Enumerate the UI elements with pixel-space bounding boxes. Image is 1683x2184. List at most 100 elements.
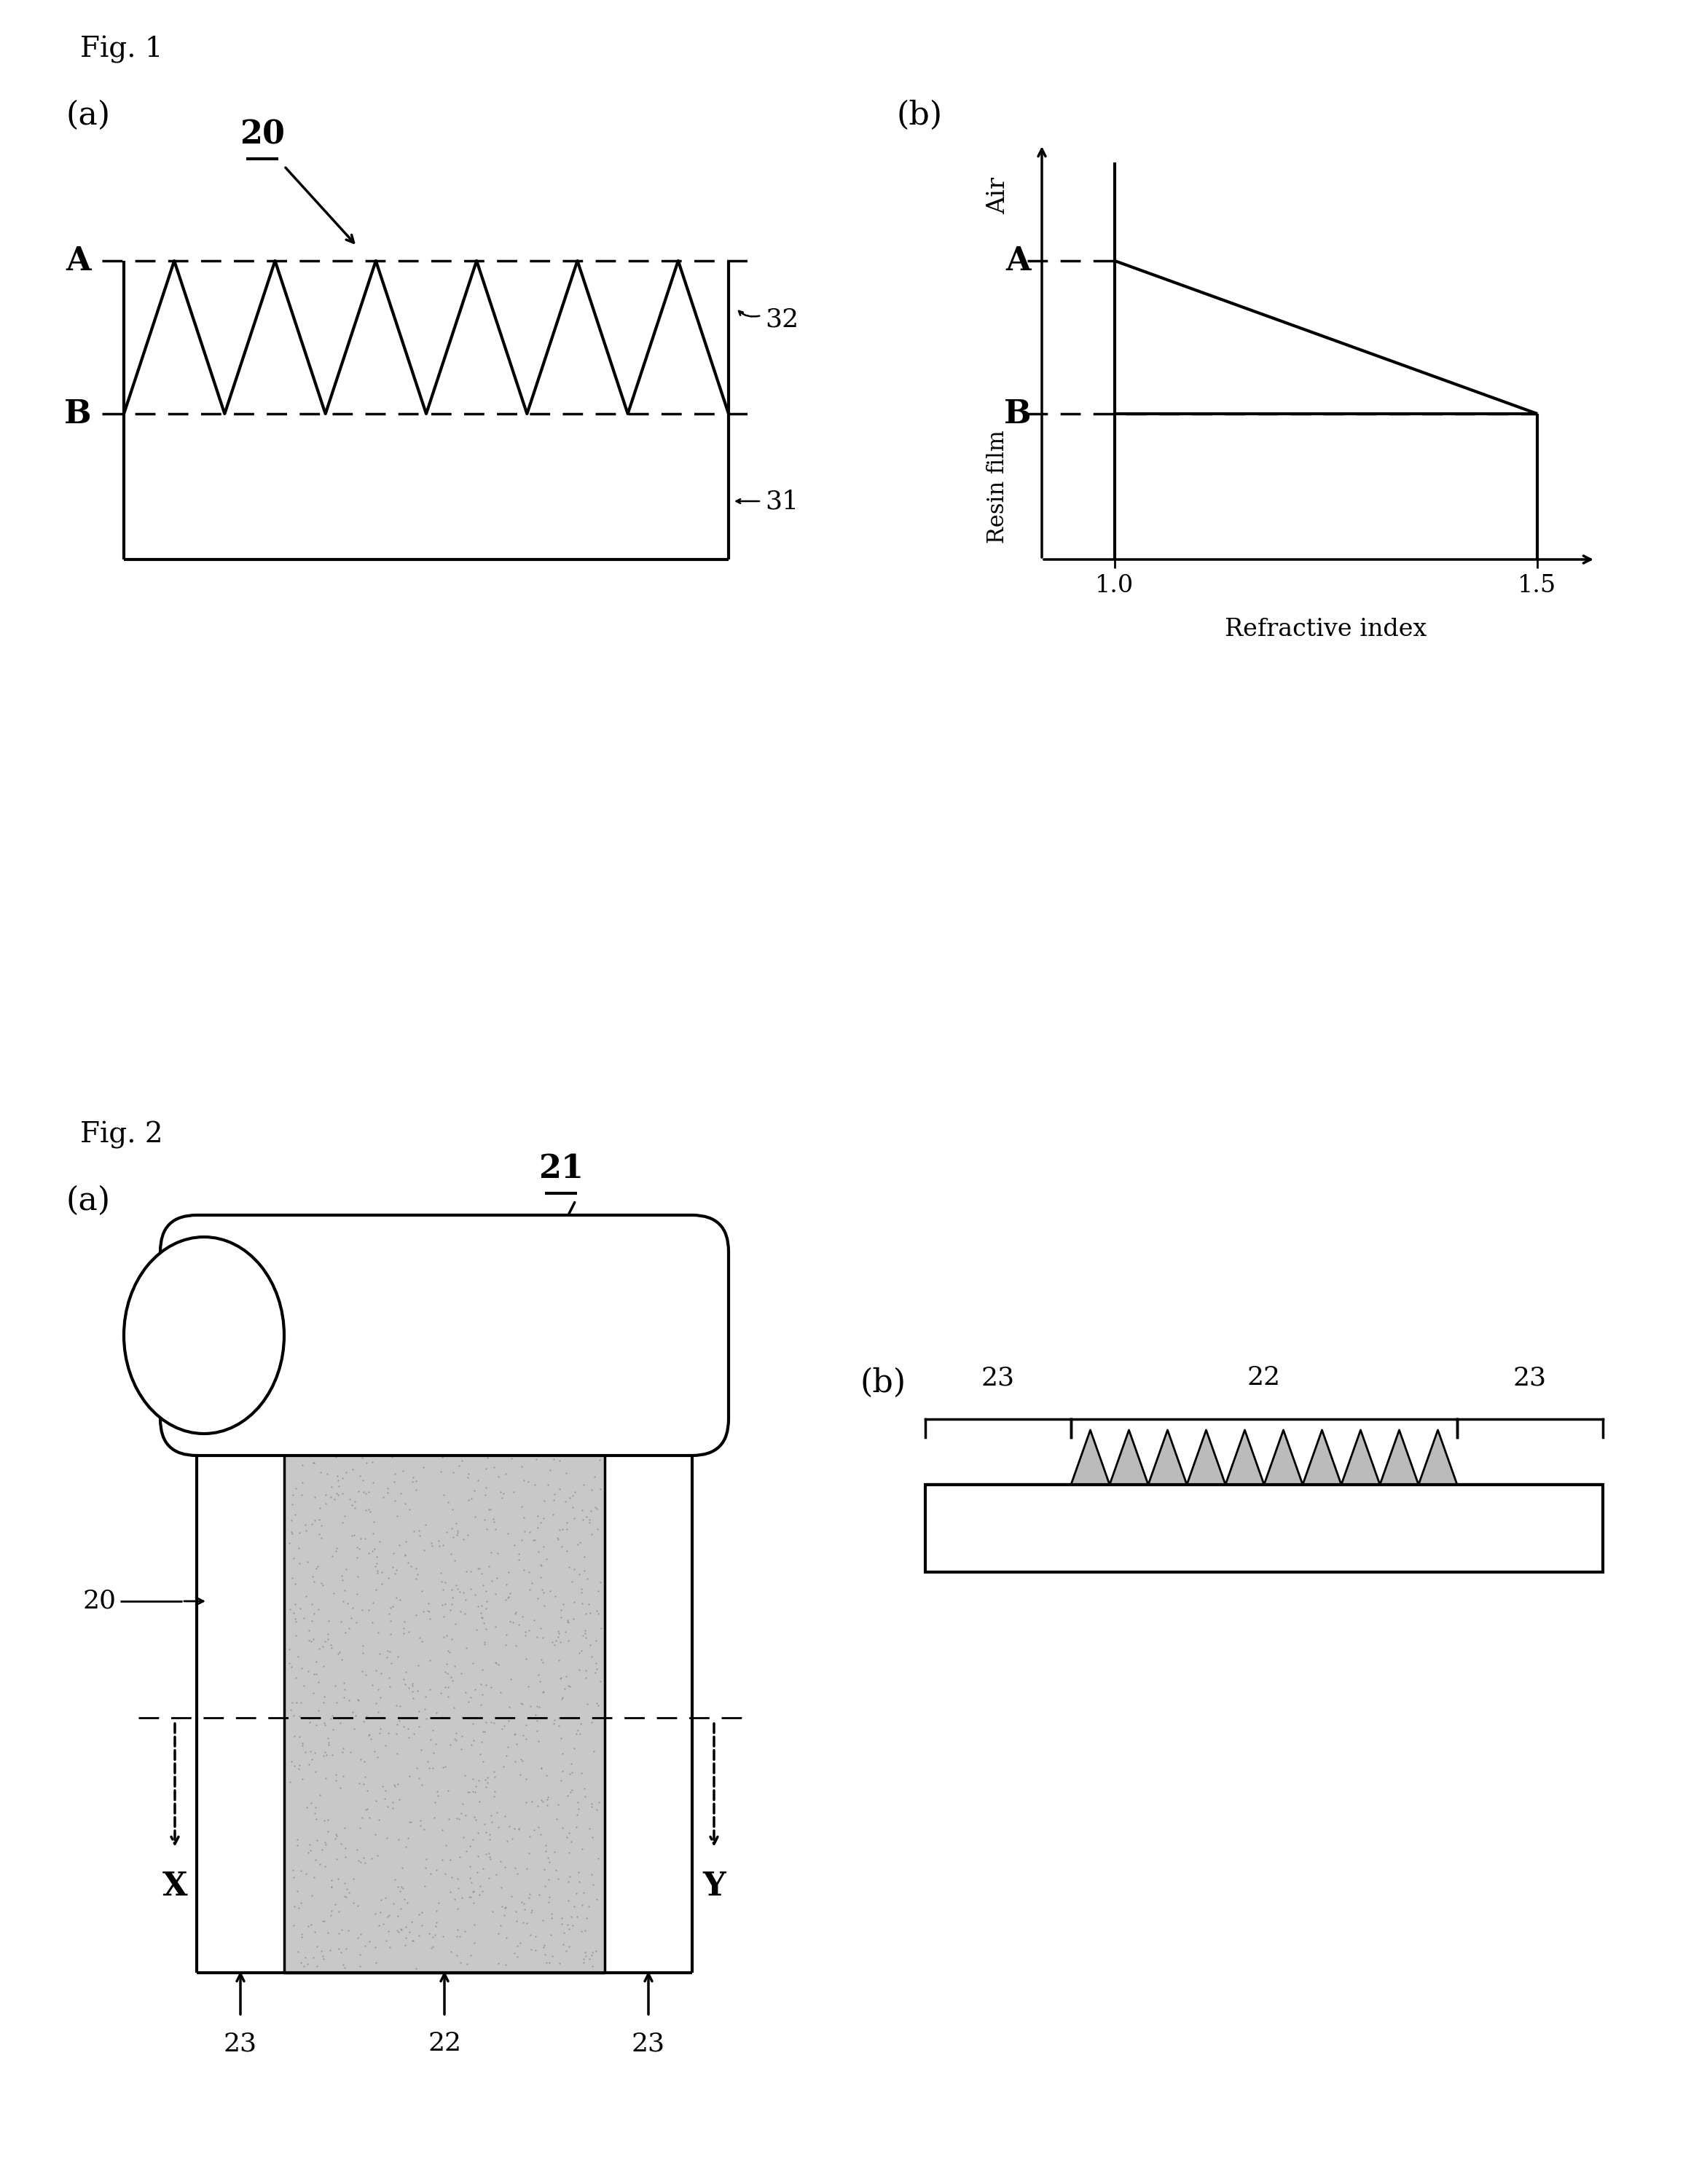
- Point: [298, 1603, 325, 1638]
- Point: [358, 1444, 385, 1479]
- Point: [298, 1507, 325, 1542]
- Point: [278, 1516, 305, 1551]
- Point: [569, 1586, 596, 1621]
- Point: [300, 1623, 327, 1658]
- Point: [473, 1669, 500, 1704]
- Point: [544, 1802, 571, 1837]
- Point: [345, 1417, 372, 1452]
- Point: [306, 1778, 333, 1813]
- Point: [286, 1747, 313, 1782]
- Point: [540, 1627, 567, 1662]
- Point: [374, 1821, 401, 1856]
- Point: [470, 1605, 496, 1640]
- Point: [502, 1811, 528, 1845]
- Point: [433, 1618, 459, 1653]
- Point: [503, 1856, 530, 1891]
- Point: [293, 1791, 320, 1826]
- Point: [488, 1675, 515, 1710]
- Point: [466, 1736, 493, 1771]
- Point: [380, 1463, 407, 1498]
- Point: [333, 1586, 360, 1621]
- Point: [338, 1487, 365, 1522]
- Point: [505, 1538, 532, 1572]
- Point: [520, 1522, 547, 1557]
- Polygon shape: [1070, 1431, 1109, 1485]
- Point: [421, 1918, 448, 1952]
- Point: [574, 1900, 601, 1935]
- Point: [333, 1409, 360, 1444]
- Point: [392, 1928, 419, 1963]
- Point: [396, 1614, 422, 1649]
- Point: [283, 1566, 310, 1601]
- Point: [468, 1677, 495, 1712]
- Point: [559, 1900, 586, 1935]
- Point: [402, 1599, 429, 1634]
- Point: [473, 1450, 500, 1485]
- Point: [321, 1817, 348, 1852]
- Point: [283, 1660, 310, 1695]
- Point: [512, 1514, 539, 1548]
- Point: [278, 1487, 305, 1522]
- Point: [401, 1717, 427, 1752]
- Point: [576, 1409, 603, 1444]
- Point: [362, 1931, 389, 1966]
- Point: [515, 1614, 542, 1649]
- Point: [503, 1928, 530, 1963]
- Point: [358, 1669, 385, 1704]
- Point: [333, 1880, 360, 1915]
- Point: [298, 1878, 325, 1913]
- Point: [355, 1800, 382, 1835]
- Point: [303, 1658, 330, 1693]
- Point: [301, 1564, 328, 1599]
- Point: [438, 1623, 465, 1658]
- Point: [399, 1459, 426, 1494]
- Point: [343, 1559, 370, 1594]
- Polygon shape: [1341, 1431, 1380, 1485]
- Point: [424, 1885, 451, 1920]
- Point: [527, 1817, 554, 1852]
- Point: [493, 1948, 520, 1983]
- Point: [552, 1933, 579, 1968]
- Point: [539, 1939, 565, 1974]
- Point: [577, 1597, 604, 1631]
- Point: [382, 1717, 409, 1752]
- Polygon shape: [1264, 1431, 1303, 1485]
- Point: [303, 1948, 330, 1983]
- Point: [527, 1548, 554, 1583]
- Point: [306, 1518, 333, 1553]
- Point: [459, 1706, 486, 1741]
- Point: [555, 1435, 582, 1470]
- Point: [444, 1802, 471, 1837]
- Point: [571, 1771, 597, 1806]
- Point: [318, 1870, 345, 1904]
- Point: [364, 1540, 390, 1575]
- Point: [555, 1669, 582, 1704]
- Point: [449, 1699, 476, 1734]
- Point: [522, 1468, 549, 1503]
- Point: [446, 1575, 473, 1610]
- Point: [439, 1511, 466, 1546]
- Point: [466, 1422, 493, 1457]
- Point: [525, 1808, 552, 1843]
- Point: [429, 1572, 456, 1607]
- Point: [301, 1861, 328, 1896]
- Point: [461, 1800, 488, 1835]
- Point: [411, 1870, 438, 1904]
- Polygon shape: [1109, 1431, 1148, 1485]
- Point: [512, 1891, 539, 1926]
- Point: [416, 1671, 443, 1706]
- Point: [522, 1697, 549, 1732]
- Polygon shape: [1187, 1431, 1225, 1485]
- Point: [328, 1476, 355, 1511]
- Point: [476, 1839, 503, 1874]
- Point: [444, 1572, 471, 1607]
- Point: [493, 1824, 520, 1859]
- Point: [295, 1835, 321, 1870]
- Point: [555, 1605, 582, 1640]
- Point: [466, 1870, 493, 1904]
- Point: [544, 1787, 571, 1821]
- Point: [422, 1904, 449, 1939]
- Point: [530, 1588, 557, 1623]
- Point: [390, 1603, 417, 1638]
- Point: [496, 1808, 523, 1843]
